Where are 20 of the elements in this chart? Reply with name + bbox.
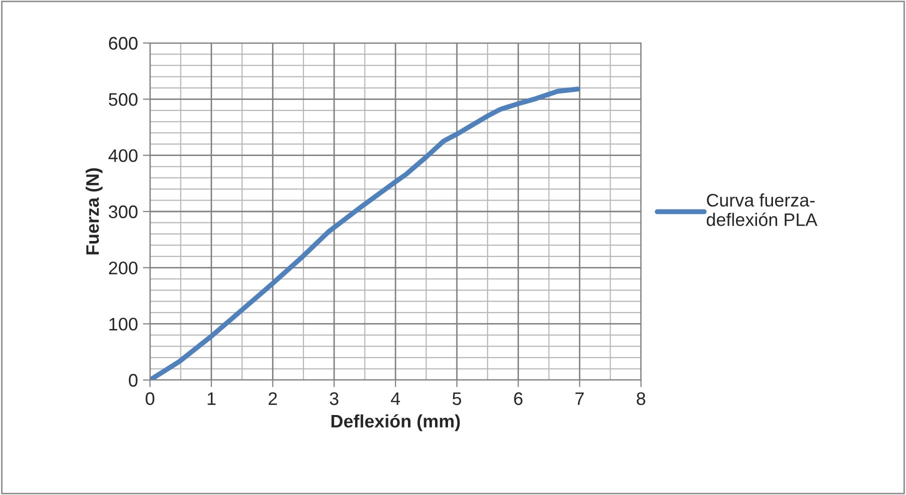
x-tick-label: 4 xyxy=(390,392,400,405)
x-tick-label: 8 xyxy=(636,392,646,406)
y-tick-label: 500 xyxy=(108,93,138,106)
y-axis-title: Fuerza (N) xyxy=(86,168,103,254)
x-tick-label: 3 xyxy=(330,392,338,406)
x-tick-label: 6 xyxy=(514,392,522,406)
legend-label: Curva fuerza-deflexión PLA xyxy=(706,193,818,226)
y-tick-label: 100 xyxy=(109,318,138,331)
y-tick-label: 0 xyxy=(128,374,138,387)
x-tick-label: 2 xyxy=(268,392,277,405)
x-tick-label: 7 xyxy=(576,392,584,405)
x-tick-label: 0 xyxy=(146,392,154,406)
x-tick-label: 5 xyxy=(452,392,462,406)
y-tick-label: 300 xyxy=(108,205,138,218)
x-axis-title: Deflexión (mm) xyxy=(332,414,460,432)
x-tick-label: 1 xyxy=(208,392,216,405)
line-series xyxy=(150,86,580,380)
y-tick-label: 600 xyxy=(108,36,138,50)
y-tick-label: 200 xyxy=(108,262,138,274)
y-tick-label: 400 xyxy=(108,149,138,162)
